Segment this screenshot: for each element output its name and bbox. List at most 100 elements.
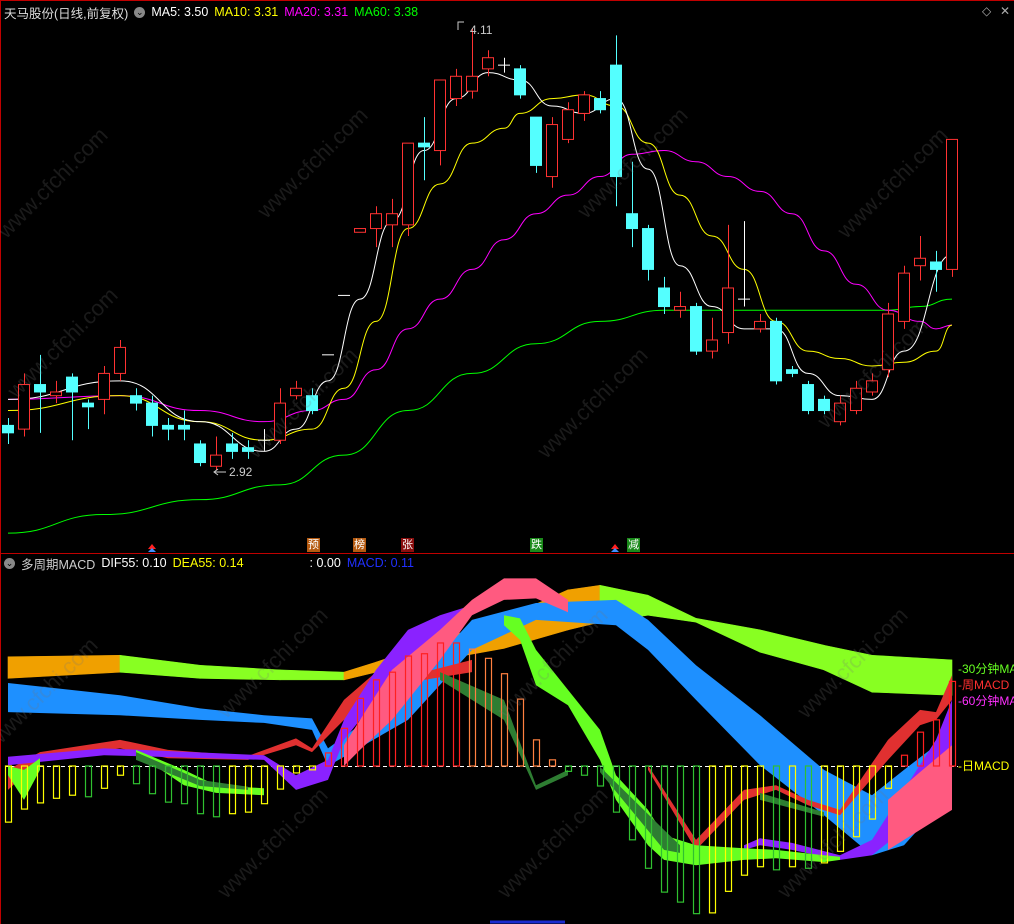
ribbon-darkgreen (440, 672, 568, 790)
candle (194, 440, 206, 467)
macd-bar (100, 765, 109, 789)
candle (706, 317, 718, 359)
candle (690, 302, 702, 355)
macd-bar (36, 765, 45, 804)
candle (50, 380, 62, 404)
candle-body (210, 454, 222, 467)
candle (370, 206, 382, 248)
candle (290, 380, 302, 400)
ribbon-30min (199, 664, 281, 681)
macd-bar (68, 765, 77, 796)
candle-body (226, 443, 238, 452)
macd-bar (116, 765, 125, 776)
candle (434, 79, 446, 166)
macd-bar (932, 719, 941, 767)
ma10-line (7, 94, 953, 441)
candle (802, 380, 814, 415)
candle (658, 276, 670, 314)
ribbon-darkgreen (136, 752, 248, 790)
macd-bar (884, 765, 893, 789)
macd-bar (916, 731, 925, 767)
candle (866, 373, 878, 396)
macd-bar (468, 648, 477, 767)
low-price-label: 2.92 (229, 465, 253, 479)
macd-bar (740, 765, 749, 876)
candle-body (546, 124, 558, 178)
chevron-down-icon[interactable]: ⌄ (4, 557, 15, 569)
candle (882, 302, 894, 378)
candle-body (642, 228, 654, 270)
macd-bar (676, 765, 685, 903)
candle (642, 224, 654, 281)
chevron-down-icon[interactable]: ⌄ (134, 6, 146, 18)
close-icon[interactable]: ✕ (1000, 4, 1011, 18)
macd-bar (228, 765, 237, 815)
macd-bar (4, 765, 13, 823)
candle-body (34, 384, 46, 393)
candle-body (306, 395, 318, 412)
macd-bar (212, 765, 221, 818)
ma10-value: MA10: 3.31 (214, 5, 279, 19)
macd-bar (84, 765, 93, 798)
candle (386, 198, 398, 248)
macd-bar (324, 752, 333, 767)
candle (786, 365, 798, 378)
candle (210, 436, 222, 470)
candle-body (114, 346, 126, 374)
candle (898, 265, 910, 329)
macd-value: MACD: 0.11 (346, 556, 414, 570)
macd-bar (52, 765, 61, 799)
macd-title: 多周期MACD (21, 557, 96, 572)
diamond-icon[interactable]: ◇ (982, 4, 992, 18)
candle-body (674, 306, 686, 311)
candle-body (418, 142, 430, 148)
candle-body (690, 306, 702, 352)
macd-bar (276, 765, 285, 790)
macd-bar (180, 765, 189, 805)
candle-body (914, 257, 926, 267)
signal-badge[interactable]: 跌 (530, 538, 543, 552)
candle (850, 380, 862, 415)
candle-body (530, 116, 542, 166)
candle (66, 373, 78, 441)
signal-badge[interactable]: 张 (401, 538, 414, 552)
macd-bar (260, 765, 269, 805)
candle-body (66, 376, 78, 393)
macd-bar (516, 698, 525, 767)
macd-bar (452, 642, 461, 767)
macd-bar (868, 765, 877, 820)
signal-badge[interactable]: 榜 (353, 538, 366, 552)
macd-bar (644, 765, 653, 869)
macd-header: ⌄ 多周期MACD DIF55: 0.10 DEA55: 0.14 : 0.00… (4, 554, 414, 572)
ma20-line (7, 150, 953, 423)
ribbon-30min (119, 654, 201, 679)
macd-bar (948, 680, 957, 767)
candle-body (178, 424, 190, 430)
macd-bar (820, 765, 829, 864)
signal-badge[interactable]: 减 (627, 538, 640, 552)
high-price-label: 4.11 (470, 23, 493, 37)
ribbon-30min (823, 644, 873, 693)
candle-body (866, 380, 878, 393)
macd-bar (308, 765, 317, 771)
candle-body (274, 402, 286, 441)
candle (834, 395, 846, 426)
candle-body (562, 109, 574, 140)
macd-bar (388, 671, 397, 767)
macd-bar (148, 765, 157, 795)
candle (498, 57, 510, 73)
ma5-value: MA5: 3.50 (151, 5, 209, 19)
candle (610, 35, 622, 207)
candle (178, 410, 190, 441)
candle (914, 235, 926, 281)
candle (418, 117, 430, 181)
candle-body (50, 391, 62, 397)
candle-body (2, 424, 14, 434)
ribbon-purple (8, 605, 472, 790)
macd-bar (804, 765, 813, 869)
signal-badge[interactable]: 预 (307, 538, 320, 552)
candle-body (466, 75, 478, 92)
candle (114, 339, 126, 381)
high-annotation: 4.11 (457, 21, 493, 37)
macd-bar (724, 765, 733, 892)
